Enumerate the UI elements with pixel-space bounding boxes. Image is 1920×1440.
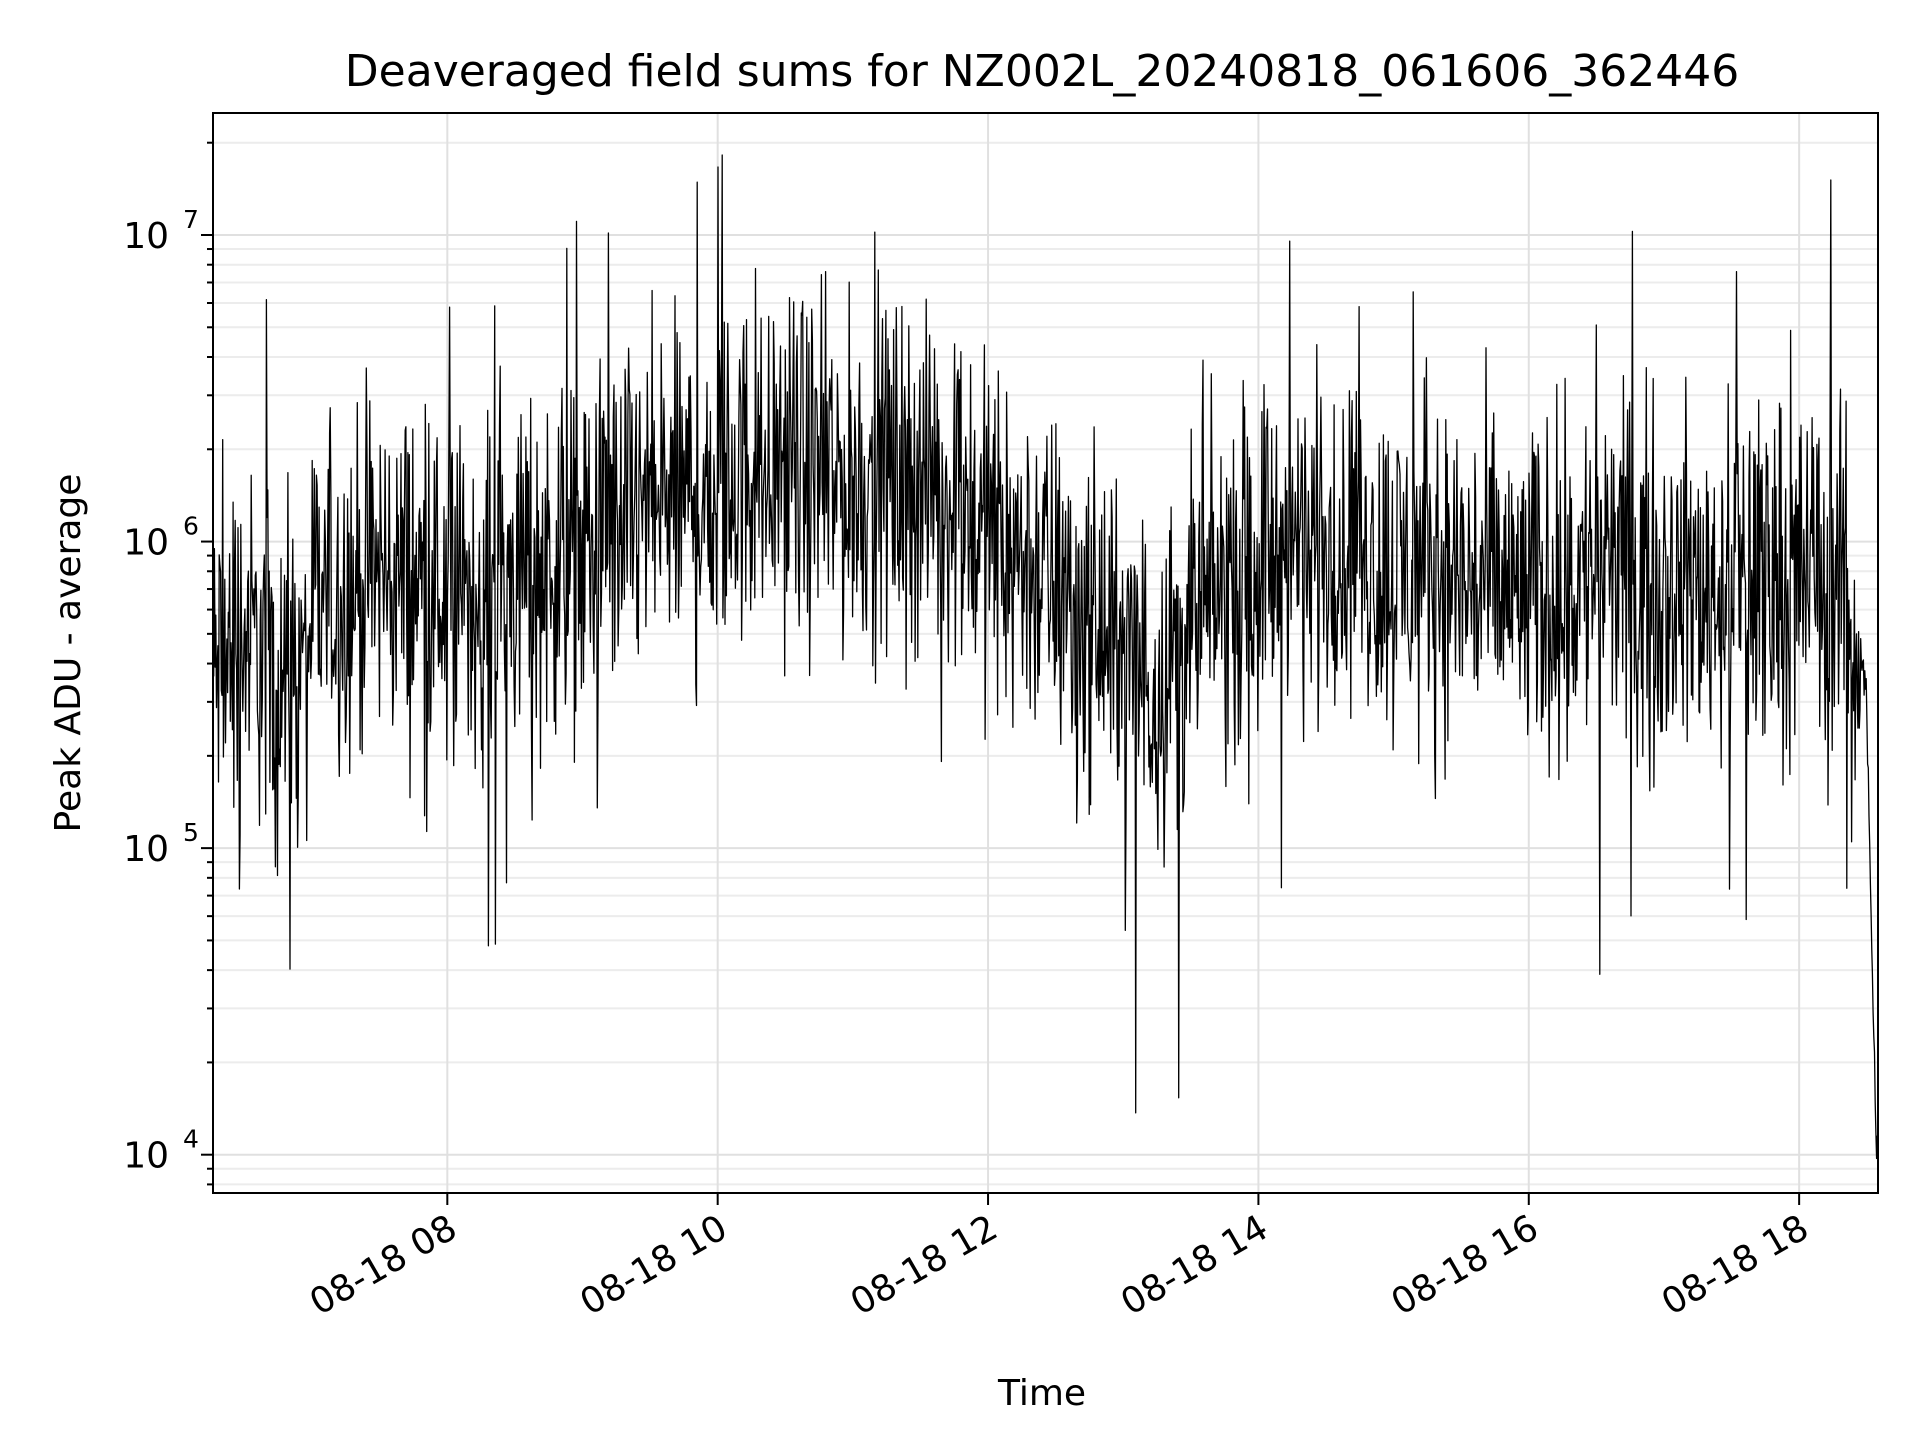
y-tick-label: 10 [123,1136,169,1177]
y-tick-label-exponent: 4 [183,1125,199,1154]
y-tick-label-exponent: 7 [183,205,199,234]
x-axis-label: Time [997,1373,1086,1414]
x-tick-label: 08-18 18 [1655,1207,1816,1323]
x-tick-label: 08-18 08 [303,1207,464,1323]
y-axis-label: Peak ADU - average [48,474,89,833]
plot-frame [212,112,1879,1194]
series-line [212,154,1879,1160]
x-tick-label: 08-18 14 [1114,1207,1275,1323]
y-tick-label-exponent: 6 [183,512,199,541]
axis-ticks: 10 4 10 5 10 6 10 7 08-18 08 08-18 10 08-18 12 08-1… [123,141,1816,1324]
y-tick-label: 10 [123,523,169,564]
grid [213,113,1878,1193]
chart-title: Deaveraged field sums for NZ002L_2024081… [345,46,1739,97]
x-tick-label: 08-18 12 [844,1207,1005,1323]
y-tick-label: 10 [123,829,169,870]
x-tick-label: 08-18 10 [574,1207,735,1323]
y-tick-label-exponent: 5 [183,818,199,847]
x-tick-label: 08-18 16 [1385,1207,1546,1323]
y-tick-label: 10 [123,216,169,257]
